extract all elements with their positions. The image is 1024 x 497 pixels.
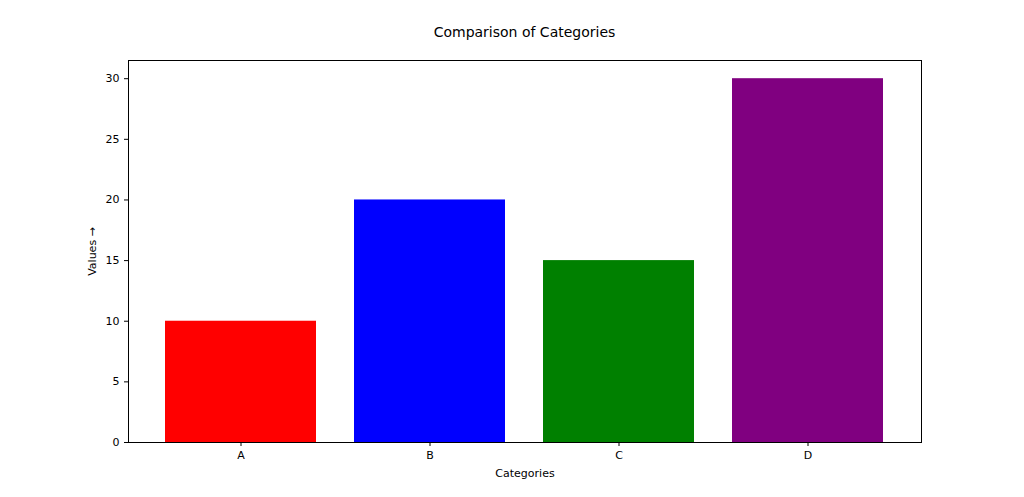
svg-text:Categories: Categories	[495, 467, 555, 480]
svg-text:B: B	[426, 449, 434, 462]
svg-text:25: 25	[106, 133, 120, 146]
svg-text:D: D	[804, 449, 812, 462]
html-text:Comparison of Categories: Comparison of Categories	[433, 24, 616, 40]
svg-text:20: 20	[106, 193, 120, 206]
svg-text:15: 15	[106, 254, 120, 267]
svg-text:30: 30	[106, 72, 120, 85]
svg-text:A: A	[237, 449, 245, 462]
svg-text:5: 5	[113, 375, 120, 388]
svg-text:Values →: Values →	[86, 227, 99, 276]
svg-text:C: C	[615, 449, 623, 462]
svg-text:10: 10	[106, 315, 120, 328]
svg-text:0: 0	[113, 436, 120, 449]
